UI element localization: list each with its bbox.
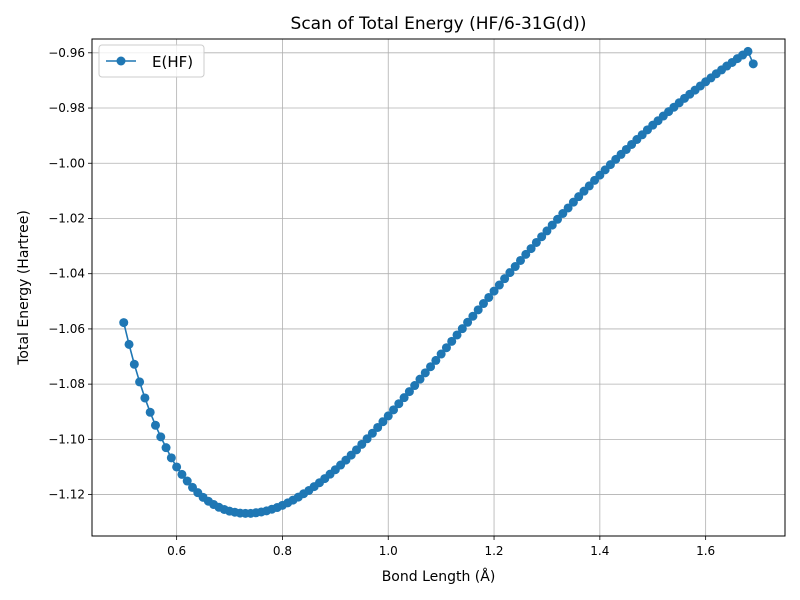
data-point [441, 343, 451, 353]
data-point [431, 355, 441, 365]
data-point [140, 393, 150, 403]
data-point [526, 244, 536, 254]
data-point [537, 232, 547, 242]
y-tick-label: −1.00 [48, 156, 85, 170]
data-point [547, 220, 557, 230]
data-point [542, 226, 552, 236]
data-point [743, 46, 753, 56]
plot-frame [91, 38, 786, 537]
data-point [478, 299, 488, 309]
data-point [420, 368, 430, 378]
data-point [521, 249, 531, 259]
data-point [394, 399, 404, 409]
series-layer [119, 46, 758, 518]
data-point [182, 476, 192, 486]
data-point [161, 443, 171, 453]
data-point [129, 359, 139, 369]
legend: E(HF) [98, 44, 205, 78]
data-point [383, 411, 393, 421]
chart-title: Scan of Total Energy (HF/6-31G(d)) [291, 14, 587, 34]
y-tick-label: −1.02 [48, 211, 85, 225]
data-point [447, 336, 457, 346]
data-point [399, 393, 409, 403]
data-point [494, 280, 504, 290]
data-point [145, 407, 155, 417]
data-point [463, 317, 473, 327]
x-tick-label: 0.6 [167, 544, 186, 558]
y-tick-label: −0.96 [48, 46, 85, 60]
y-tick-label: −1.10 [48, 432, 85, 446]
data-point [156, 432, 166, 442]
y-tick-label: −0.98 [48, 101, 85, 115]
data-point [426, 362, 436, 372]
data-point [436, 349, 446, 359]
legend-box [98, 44, 205, 78]
y-tick-label: −1.06 [48, 322, 85, 336]
axis-ticks: 0.6 0.8 1.0 1.2 1.4 1.6 −1.12 −1.10 −1.08 −1.06 −1… [48, 46, 715, 558]
data-point [177, 469, 187, 479]
legend-label: E(HF) [152, 53, 193, 71]
x-tick-label: 1.0 [379, 544, 398, 558]
data-point [373, 422, 383, 432]
data-point [404, 387, 414, 397]
data-point [468, 311, 478, 321]
data-point [531, 237, 541, 247]
data-point [166, 453, 176, 463]
data-point [457, 324, 467, 334]
data-point [484, 292, 494, 302]
y-tick-label: −1.04 [48, 267, 85, 281]
data-point [135, 377, 145, 387]
x-tick-label: 1.2 [484, 544, 503, 558]
data-point [415, 374, 425, 384]
data-point [452, 330, 462, 340]
x-axis-title: Bond Length (Å) [382, 568, 496, 585]
x-tick-label: 1.6 [696, 544, 715, 558]
data-point [150, 420, 160, 430]
data-point [389, 405, 399, 415]
legend-marker-swatch [116, 56, 126, 66]
y-tick-label: −1.12 [48, 488, 85, 502]
data-point [553, 214, 563, 224]
data-point [510, 262, 520, 272]
data-point [489, 286, 499, 296]
y-tick-label: −1.08 [48, 377, 85, 391]
data-point [563, 203, 573, 213]
data-point [124, 339, 134, 349]
data-point [500, 274, 510, 284]
data-point [748, 59, 758, 69]
data-point [119, 318, 129, 328]
data-point [367, 428, 377, 438]
x-tick-label: 0.8 [273, 544, 292, 558]
x-tick-label: 1.4 [590, 544, 609, 558]
y-axis-title: Total Energy (Hartree) [16, 210, 32, 366]
data-point [378, 417, 388, 427]
data-point [410, 381, 420, 391]
data-point [505, 268, 515, 278]
data-point [516, 255, 525, 265]
data-point [172, 462, 182, 472]
data-point [473, 305, 483, 315]
